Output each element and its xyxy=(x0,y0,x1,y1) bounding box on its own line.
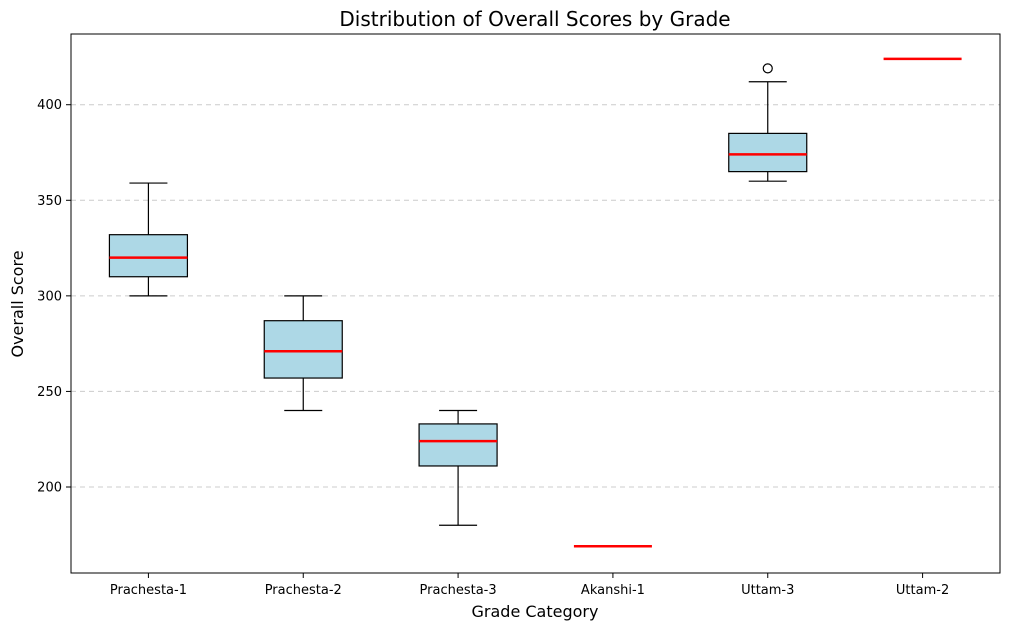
x-tick-label: Prachesta-3 xyxy=(420,583,497,598)
box-group xyxy=(108,182,189,297)
y-tick-label: 300 xyxy=(37,289,62,304)
y-tick-label: 400 xyxy=(37,98,62,113)
iqr-box xyxy=(728,132,808,173)
x-tick-label: Prachesta-1 xyxy=(110,583,187,598)
box-group xyxy=(263,295,343,412)
x-axis-title: Grade Category xyxy=(472,602,599,621)
y-tick-label: 250 xyxy=(37,385,62,400)
outlier-point xyxy=(762,63,773,74)
iqr-box xyxy=(263,320,343,379)
plot-frame xyxy=(70,33,1001,574)
iqr-box xyxy=(108,234,189,278)
box-group xyxy=(728,63,808,182)
x-tick-label: Prachesta-2 xyxy=(265,583,342,598)
iqr-box xyxy=(418,423,498,467)
x-axis-ticks: Prachesta-1 Prachesta-2 Prachesta-3 Akanshi… xyxy=(110,573,949,598)
y-axis-ticks: 200 250 300 350 400 xyxy=(37,98,71,495)
x-tick-label: Akanshi-1 xyxy=(581,583,645,598)
boxes xyxy=(108,57,962,548)
x-tick-label: Uttam-3 xyxy=(741,583,794,598)
chart-title: Distribution of Overall Scores by Grade xyxy=(339,7,730,31)
grid-lines xyxy=(71,104,1000,488)
y-tick-label: 350 xyxy=(37,194,62,209)
x-tick-label: Uttam-2 xyxy=(896,583,949,598)
y-axis-title: Overall Score xyxy=(8,250,27,357)
box-group xyxy=(418,409,498,526)
y-tick-label: 200 xyxy=(37,480,62,495)
